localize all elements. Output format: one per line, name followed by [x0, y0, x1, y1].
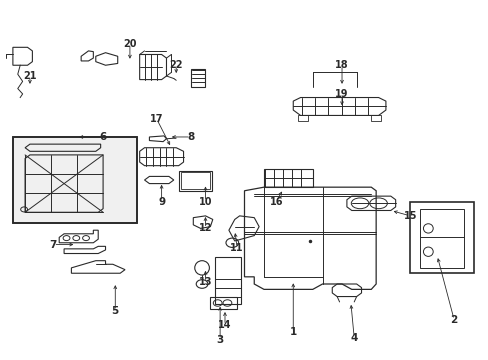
Text: 16: 16 [269, 197, 283, 207]
Bar [178, 171, 211, 191]
Bar [13, 137, 137, 223]
Bar [180, 172, 209, 189]
Text: 18: 18 [335, 60, 348, 70]
Text: 19: 19 [335, 89, 348, 99]
Text: 3: 3 [216, 334, 224, 345]
Bar [13, 137, 137, 223]
Bar [419, 209, 463, 268]
Text: 21: 21 [23, 71, 37, 81]
Text: 1: 1 [289, 327, 296, 337]
Text: 9: 9 [158, 197, 165, 207]
Text: 13: 13 [198, 277, 212, 287]
Text: 17: 17 [150, 114, 163, 124]
Bar [409, 202, 473, 273]
Bar [215, 257, 240, 304]
Text: 6: 6 [99, 132, 106, 142]
Text: 5: 5 [111, 306, 119, 316]
Text: 14: 14 [218, 320, 231, 330]
Text: 8: 8 [187, 132, 194, 142]
Text: 12: 12 [198, 224, 212, 233]
Text: 2: 2 [449, 315, 457, 325]
Text: 7: 7 [50, 239, 57, 249]
Text: 10: 10 [198, 197, 212, 207]
Text: 22: 22 [169, 60, 183, 70]
Text: 15: 15 [403, 211, 416, 221]
Text: 20: 20 [123, 39, 136, 49]
Text: 11: 11 [230, 243, 244, 253]
Bar [210, 297, 237, 309]
Text: 4: 4 [350, 333, 357, 343]
